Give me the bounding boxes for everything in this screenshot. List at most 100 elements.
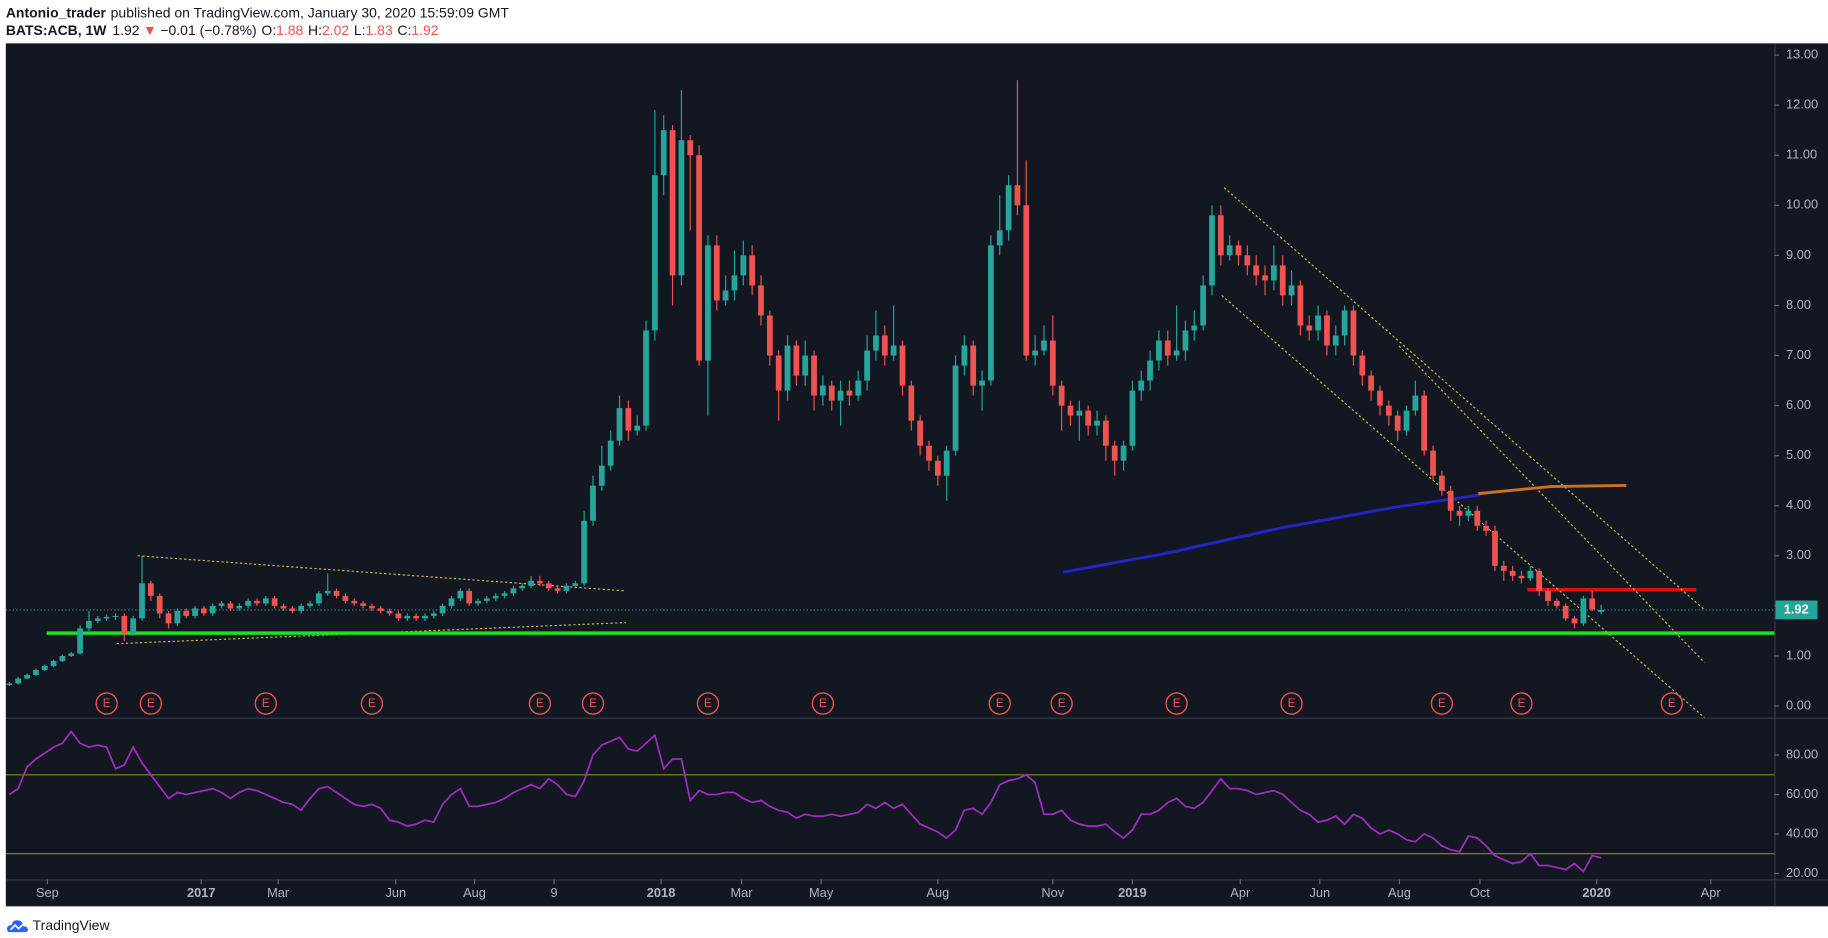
- event-marker: [95, 692, 118, 715]
- candle-body: [1545, 590, 1551, 601]
- x-tick-label: Oct: [1470, 885, 1490, 900]
- candle-body: [430, 613, 437, 616]
- candle-body: [1244, 255, 1251, 266]
- event-marker: [696, 692, 720, 715]
- x-tick-label: Aug: [463, 885, 486, 900]
- candle-body: [1474, 510, 1481, 526]
- candle-body: [510, 588, 517, 594]
- event-marker: [1050, 692, 1073, 715]
- candle-body: [227, 603, 234, 609]
- candle-body: [139, 583, 145, 619]
- candle-body: [236, 605, 243, 609]
- ohlc-value: 1.83: [366, 22, 393, 38]
- event-label: E: [368, 697, 376, 710]
- candle-body: [1094, 420, 1100, 426]
- candle-body: [50, 660, 57, 666]
- candle-body: [183, 610, 190, 616]
- candle-body: [1324, 315, 1330, 346]
- event-marker: [360, 692, 384, 715]
- candle-body: [1200, 285, 1207, 326]
- candle-body: [537, 580, 543, 584]
- x-tick-label: Apr: [1230, 885, 1251, 900]
- x-tick-label: Aug: [1388, 885, 1411, 900]
- candle-body: [652, 175, 658, 331]
- candle-body: [1209, 215, 1215, 286]
- last-price-label: 1.92: [1784, 601, 1809, 616]
- candle-body: [209, 605, 216, 614]
- candle-body: [934, 460, 941, 476]
- event-label: E: [1288, 697, 1296, 710]
- candle-body: [758, 285, 764, 316]
- x-tick-label: May: [809, 885, 834, 900]
- candle-body: [307, 603, 313, 606]
- candle-body: [1217, 215, 1224, 256]
- footer: TradingView: [33, 917, 111, 933]
- candle-body: [1403, 410, 1410, 431]
- candle-body: [33, 669, 39, 676]
- candle-body: [1120, 445, 1127, 461]
- candle-body: [545, 583, 552, 589]
- candle-body: [1492, 530, 1498, 566]
- last-price: 1.92: [112, 22, 139, 38]
- candle-body: [94, 618, 101, 621]
- candle-body: [1447, 490, 1454, 511]
- candle-body: [1102, 420, 1109, 446]
- rsi-line: [8, 729, 1602, 873]
- candle-body: [1023, 205, 1030, 356]
- drawings: [46, 187, 1775, 719]
- candle-body: [820, 385, 826, 396]
- y-tick-label: 1.00: [1786, 647, 1811, 662]
- candle-body: [873, 335, 879, 351]
- candle-body: [439, 605, 446, 614]
- candle-body: [722, 290, 729, 301]
- candle-body: [360, 603, 366, 606]
- candle-body: [793, 345, 800, 376]
- ohlc-value: 2.02: [322, 22, 349, 38]
- x-tick-label: Aug: [926, 885, 949, 900]
- candle-body: [802, 355, 809, 376]
- candle-body: [1456, 510, 1463, 516]
- ohlc-label: O:: [261, 22, 276, 38]
- candle-body: [1483, 525, 1489, 531]
- candle-body: [1430, 450, 1436, 476]
- candle-body: [156, 595, 163, 614]
- event-label: E: [536, 697, 544, 710]
- event-marker: [1660, 692, 1683, 715]
- candle-body: [643, 330, 649, 426]
- candle-body: [837, 390, 844, 401]
- candle-body: [881, 335, 888, 356]
- candle-body: [262, 598, 269, 604]
- candle-body: [554, 588, 561, 591]
- candle-body: [1147, 360, 1153, 381]
- symbol: BATS:ACB, 1W: [6, 22, 107, 38]
- ohlc-label: L:: [354, 22, 366, 38]
- candle-body: [448, 598, 455, 606]
- channel-upper: [1223, 187, 1705, 611]
- candle-body: [377, 608, 384, 611]
- y-tick-label: 10.00: [1786, 197, 1818, 212]
- candle-body: [280, 605, 287, 609]
- x-tick-label: Mar: [730, 885, 753, 900]
- candle-body: [1421, 395, 1428, 451]
- candle-body: [1279, 265, 1286, 296]
- candle-body: [351, 600, 358, 604]
- candle-body: [828, 385, 835, 401]
- candle-body: [625, 408, 632, 431]
- candle-body: [590, 485, 596, 521]
- candle-body: [147, 583, 154, 596]
- candle-body: [572, 583, 579, 586]
- x-tick-label: Mar: [267, 885, 290, 900]
- y-tick-label: 3.00: [1786, 547, 1811, 562]
- event-marker: [1430, 692, 1454, 715]
- y-tick-label: 13.00: [1786, 46, 1818, 61]
- candle-body: [943, 450, 950, 476]
- candle-body: [705, 245, 711, 361]
- event-label: E: [103, 697, 111, 710]
- candle-body: [1191, 325, 1198, 331]
- candle-body: [811, 355, 817, 396]
- x-tick-label: Jun: [1310, 885, 1331, 900]
- candle-body: [1509, 570, 1516, 576]
- event-label: E: [996, 697, 1004, 710]
- candle-body: [696, 155, 702, 361]
- candle-body: [1377, 390, 1383, 406]
